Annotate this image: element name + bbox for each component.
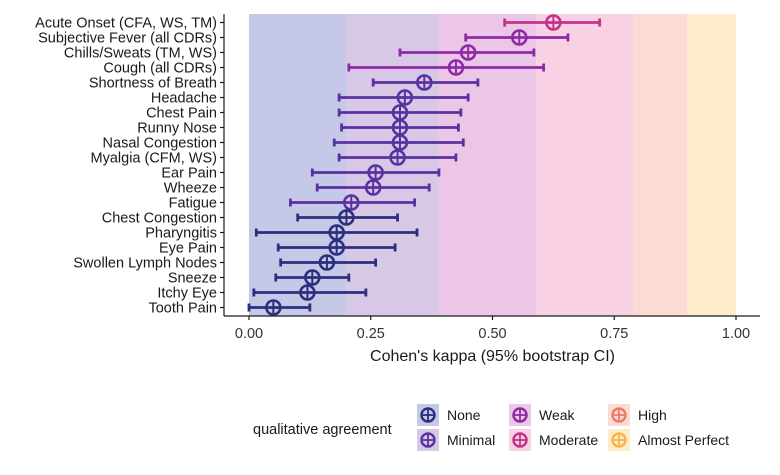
estimate-row <box>398 44 536 61</box>
y-tick-label: Wheeze <box>164 181 217 197</box>
band-minimal <box>346 14 439 316</box>
axes: 0.00 0.25 0.50 0.75 1.00 Acute Onset (CFA, WS… <box>35 14 760 342</box>
estimate-row <box>252 284 368 301</box>
estimate-rows <box>247 14 602 316</box>
x-tick-label: 0.25 <box>357 326 385 342</box>
estimate-row <box>310 164 441 181</box>
y-tick-label: Pharyngitis <box>145 226 217 242</box>
legend-item-moderate: Moderate <box>509 429 598 451</box>
estimate-row <box>337 149 458 166</box>
band-none <box>249 14 347 316</box>
y-tick-label: Itchy Eye <box>157 286 217 302</box>
legend-label: Minimal <box>447 432 495 448</box>
estimate-row <box>276 239 397 256</box>
estimate-row <box>332 134 465 151</box>
legend-label: Weak <box>539 407 576 423</box>
legend-item-weak: Weak <box>509 404 576 426</box>
y-tick-label: Chest Congestion <box>102 211 217 227</box>
legend-item-almost-perfect: Almost Perfect <box>608 429 729 451</box>
legend: qualitative agreement None Minimal Weak Mod… <box>253 404 729 451</box>
estimate-row <box>274 269 351 286</box>
estimate-row <box>337 89 470 106</box>
estimate-row <box>315 179 431 196</box>
y-tick-label: Tooth Pain <box>148 301 217 317</box>
y-tick-label: Shortness of Breath <box>89 76 217 92</box>
legend-title: qualitative agreement <box>253 422 392 438</box>
estimate-row <box>288 194 416 211</box>
y-tick-label: Swollen Lymph Nodes <box>73 256 217 272</box>
agreement-bands <box>249 14 736 316</box>
y-tick-label: Acute Onset (CFA, WS, TM) <box>35 16 217 32</box>
x-axis-title: Cohen's kappa (95% bootstrap CI) <box>370 348 615 365</box>
y-tick-label: Eye Pain <box>159 241 217 257</box>
y-tick-label: Headache <box>151 91 217 107</box>
x-tick-label: 0.75 <box>600 326 628 342</box>
estimate-row <box>503 14 602 31</box>
estimate-row <box>464 29 570 46</box>
y-tick-label: Subjective Fever (all CDRs) <box>38 31 217 47</box>
legend-label: Almost Perfect <box>638 432 729 448</box>
x-tick-label: 1.00 <box>722 326 750 342</box>
legend-item-minimal: Minimal <box>417 429 495 451</box>
estimate-row <box>279 254 378 271</box>
legend-label: None <box>447 407 481 423</box>
x-tick-label: 0.50 <box>478 326 506 342</box>
y-tick-label: Runny Nose <box>137 121 217 137</box>
y-tick-label: Ear Pain <box>161 166 217 182</box>
x-tick-label: 0.00 <box>235 326 263 342</box>
band-moderate <box>536 14 634 316</box>
y-tick-label: Chest Pain <box>146 106 217 122</box>
legend-item-high: High <box>608 404 667 426</box>
legend-label: High <box>638 407 667 423</box>
band-weak <box>438 14 537 316</box>
y-tick-label: Cough (all CDRs) <box>103 61 217 77</box>
band-high <box>633 14 688 316</box>
legend-label: Moderate <box>539 432 598 448</box>
estimate-row <box>347 59 546 76</box>
y-tick-label: Sneeze <box>168 271 217 287</box>
band-almost-perfect <box>687 14 736 316</box>
estimate-row <box>371 74 480 91</box>
y-tick-label: Nasal Congestion <box>103 136 217 152</box>
y-tick-label: Myalgia (CFM, WS) <box>91 151 217 167</box>
estimate-row <box>247 299 312 316</box>
legend-item-none: None <box>417 404 481 426</box>
y-tick-label: Fatigue <box>169 196 217 212</box>
y-tick-label: Chills/Sweats (TM, WS) <box>64 46 217 62</box>
estimate-row <box>296 209 399 226</box>
